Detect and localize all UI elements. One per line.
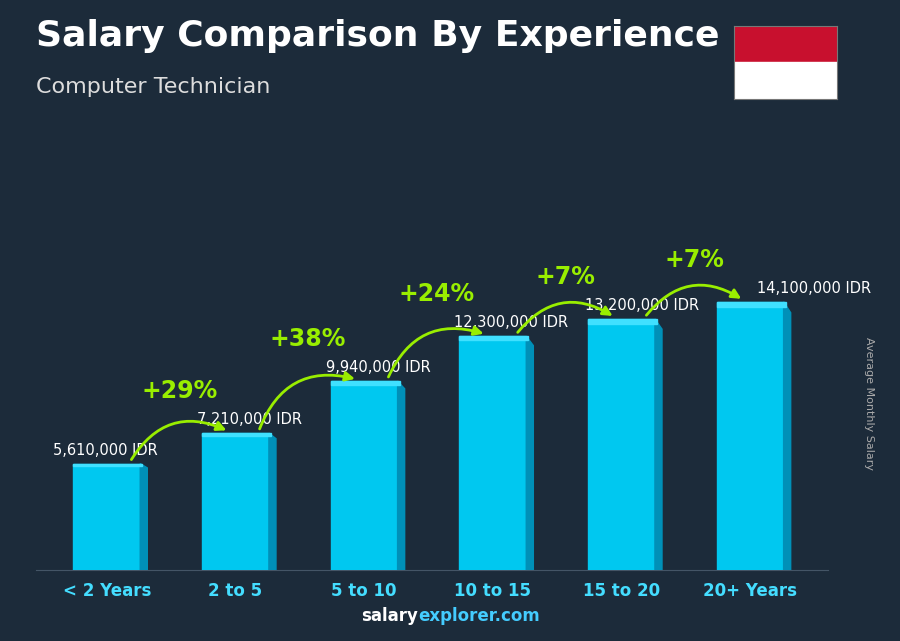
- Polygon shape: [398, 381, 405, 570]
- Text: +24%: +24%: [399, 282, 475, 306]
- Text: +7%: +7%: [664, 248, 725, 272]
- Bar: [330, 381, 400, 385]
- Text: 5,610,000 IDR: 5,610,000 IDR: [53, 443, 158, 458]
- Bar: [459, 337, 528, 340]
- Polygon shape: [784, 302, 791, 570]
- Text: +29%: +29%: [141, 379, 218, 403]
- Polygon shape: [655, 319, 662, 570]
- Polygon shape: [269, 433, 276, 570]
- Text: Average Monthly Salary: Average Monthly Salary: [863, 337, 874, 470]
- Bar: [330, 381, 398, 570]
- Text: 7,210,000 IDR: 7,210,000 IDR: [197, 412, 302, 427]
- Text: 13,200,000 IDR: 13,200,000 IDR: [585, 298, 699, 313]
- Text: +7%: +7%: [536, 265, 596, 289]
- Bar: [588, 319, 655, 570]
- Bar: [73, 463, 142, 465]
- Bar: [202, 433, 271, 436]
- Bar: [716, 302, 784, 570]
- Text: 9,940,000 IDR: 9,940,000 IDR: [326, 360, 430, 375]
- Text: explorer.com: explorer.com: [418, 607, 540, 625]
- Bar: [588, 319, 657, 324]
- Polygon shape: [526, 337, 534, 570]
- Bar: [202, 433, 269, 570]
- Bar: [459, 337, 526, 570]
- Polygon shape: [140, 463, 148, 570]
- Bar: [716, 302, 786, 307]
- Text: +38%: +38%: [270, 327, 346, 351]
- Text: salary: salary: [362, 607, 418, 625]
- Bar: [73, 463, 140, 570]
- Text: Salary Comparison By Experience: Salary Comparison By Experience: [36, 19, 719, 53]
- Text: Computer Technician: Computer Technician: [36, 77, 270, 97]
- Bar: [734, 62, 837, 99]
- Text: 12,300,000 IDR: 12,300,000 IDR: [454, 315, 568, 330]
- Text: 14,100,000 IDR: 14,100,000 IDR: [757, 281, 870, 296]
- Bar: [734, 26, 837, 62]
